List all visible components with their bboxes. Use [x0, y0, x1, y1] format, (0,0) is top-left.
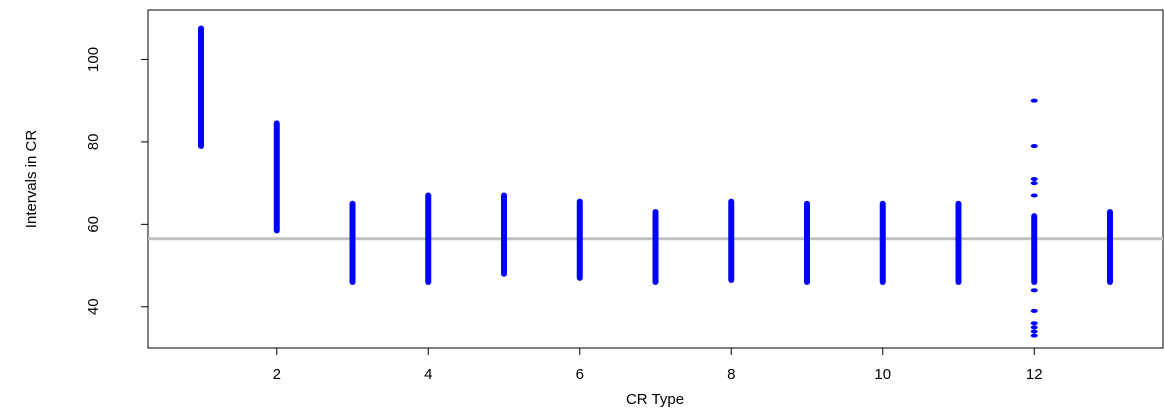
outlier-point — [1030, 333, 1038, 338]
outlier-point — [1030, 98, 1038, 103]
x-tick-label: 6 — [576, 366, 584, 383]
x-tick-label: 10 — [874, 366, 891, 383]
x-axis: 2 4 6 8 10 12 — [273, 348, 1043, 383]
y-tick-label: 40 — [85, 298, 102, 315]
y-axis: 40 60 80 100 — [85, 47, 148, 315]
outlier-point — [1030, 325, 1038, 330]
outlier-points — [1030, 98, 1038, 338]
outlier-point — [1030, 308, 1038, 313]
outlier-point — [1030, 329, 1038, 334]
x-tick-label: 2 — [273, 366, 281, 383]
x-tick-label: 8 — [727, 366, 735, 383]
outlier-point — [1030, 193, 1038, 198]
outlier-point — [1030, 177, 1038, 181]
outlier-point — [1030, 181, 1038, 186]
x-tick-label: 12 — [1026, 366, 1043, 383]
y-tick-label: 80 — [85, 134, 102, 151]
y-tick-label: 60 — [85, 216, 102, 233]
outlier-point — [1030, 144, 1038, 149]
x-tick-label: 4 — [424, 366, 432, 383]
outlier-point — [1030, 321, 1038, 326]
outlier-point — [1030, 288, 1038, 293]
x-axis-title: CR Type — [626, 391, 684, 408]
plot-area-frame — [147, 9, 1164, 349]
y-tick-label: 100 — [85, 47, 102, 72]
range-series — [198, 25, 1113, 286]
y-axis-title: Intervals in CR — [23, 130, 40, 229]
